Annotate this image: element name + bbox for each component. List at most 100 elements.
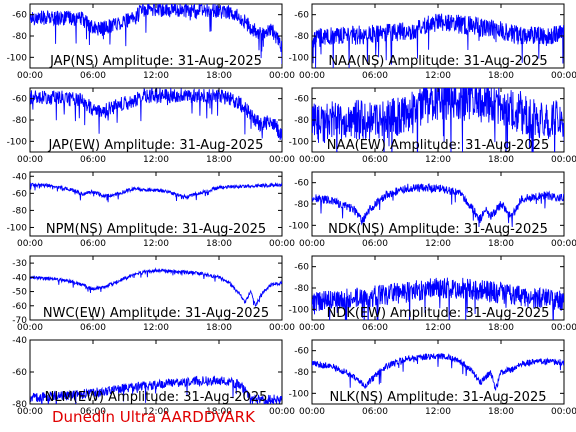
x-tick-label: 18:00 — [488, 71, 514, 81]
x-tick-label: 00:00 — [17, 239, 43, 249]
chart-title: NAA(NS) Amplitude: 31-Aug-2025 — [328, 54, 547, 69]
chart-panel: -100 -80 -60 00:00 06:00 12:00 18:00 00:00 NLK(N… — [289, 339, 576, 417]
x-tick-label: 18:00 — [206, 71, 232, 81]
x-tick-label: 12:00 — [425, 71, 451, 81]
chart-title: NDK(NS) Amplitude: 31-Aug-2025 — [328, 222, 548, 237]
y-tick-label: -30 — [12, 259, 27, 269]
x-tick-label: 00:00 — [17, 155, 43, 165]
chart-title: NDK(EW) Amplitude: 31-Aug-2025 — [327, 306, 550, 321]
y-tick-label: -100 — [7, 137, 28, 147]
x-tick-label: 00:00 — [551, 323, 576, 333]
x-tick-label: 18:00 — [488, 155, 514, 165]
x-tick-label: 00:00 — [299, 155, 325, 165]
x-tick-label: 18:00 — [206, 239, 232, 249]
chart-panel: -80 -60 -40 00:00 06:00 12:00 18:00 00:00NLM(EW… — [12, 336, 295, 417]
y-tick-label: -60 — [294, 11, 309, 21]
chart-panel: -100 -80 -60 00:00 06:00 12:00 18:00 00:00NDK(N… — [289, 171, 576, 249]
x-tick-label: 06:00 — [80, 323, 106, 333]
y-tick-label: -60 — [294, 179, 309, 189]
amplitude-trace — [30, 4, 282, 68]
x-tick-label: 00:00 — [551, 155, 576, 165]
chart-title: JAP(EW) Amplitude: 31-Aug-2025 — [48, 138, 264, 153]
x-tick-label: 12:00 — [143, 407, 169, 417]
x-tick-label: 06:00 — [80, 155, 106, 165]
chart-panel: -100 -80 -60 00:00 06:00 12:00 18:00 00:00NDK(E… — [289, 255, 576, 333]
x-tick-label: 00:00 — [551, 239, 576, 249]
y-tick-label: -80 — [294, 368, 309, 378]
y-tick-label: -80 — [12, 32, 27, 42]
amplitude-trace — [312, 13, 564, 68]
y-tick-label: -60 — [12, 11, 27, 21]
amplitude-trace — [312, 88, 564, 152]
x-tick-label: 06:00 — [80, 239, 106, 249]
y-tick-label: -80 — [294, 200, 309, 210]
y-tick-label: -100 — [7, 53, 28, 63]
chart-title: NLM(EW) Amplitude: 31-Aug-2025 — [45, 390, 268, 405]
chart-title: NLK(NS) Amplitude: 31-Aug-2025 — [330, 390, 547, 405]
y-tick-label: -100 — [289, 137, 310, 147]
x-tick-label: 12:00 — [425, 323, 451, 333]
x-tick-label: 06:00 — [362, 407, 388, 417]
y-tick-label: -40 — [12, 336, 27, 346]
x-tick-label: 06:00 — [362, 239, 388, 249]
x-tick-label: 00:00 — [269, 323, 295, 333]
x-tick-label: 06:00 — [80, 407, 106, 417]
x-tick-label: 12:00 — [425, 155, 451, 165]
y-tick-label: -100 — [7, 223, 28, 233]
x-tick-label: 00:00 — [299, 323, 325, 333]
x-tick-label: 18:00 — [488, 239, 514, 249]
amplitude-trace — [30, 267, 282, 308]
amplitude-trace — [30, 88, 282, 140]
y-tick-label: -100 — [289, 221, 310, 231]
y-tick-label: -80 — [294, 284, 309, 294]
x-tick-label: 06:00 — [362, 323, 388, 333]
y-tick-label: -80 — [12, 116, 27, 126]
amplitude-trace — [312, 353, 564, 391]
amplitude-trace — [312, 182, 564, 228]
footer-label: Dunedin Ultra AARDDVARK — [52, 408, 255, 426]
chart-panel: -100 -80 -60 00:00 06:00 12:00 18:00 00:00 JAP(E… — [7, 87, 295, 165]
x-tick-label: 00:00 — [269, 155, 295, 165]
amplitude-trace — [312, 277, 564, 320]
x-tick-label: 18:00 — [206, 323, 232, 333]
x-tick-label: 12:00 — [143, 323, 169, 333]
y-tick-label: -80 — [294, 32, 309, 42]
y-tick-label: -80 — [12, 400, 27, 410]
x-tick-label: 18:00 — [206, 407, 232, 417]
y-tick-label: -70 — [12, 316, 27, 326]
y-tick-label: -80 — [12, 206, 27, 216]
chart-panel: -100 -80 -60 00:00 06:00 12:00 18:00 00:00 JAP(N… — [7, 3, 295, 81]
chart-panel: -100 -80 -60 00:00 06:00 12:00 18:00 00:00NAA(E… — [289, 87, 576, 165]
chart-title: NWC(EW) Amplitude: 31-Aug-2025 — [43, 306, 269, 321]
x-tick-label: 00:00 — [17, 407, 43, 417]
y-tick-label: -60 — [12, 95, 27, 105]
x-tick-label: 00:00 — [299, 71, 325, 81]
amplitude-trace — [30, 182, 282, 203]
y-tick-label: -60 — [12, 302, 27, 312]
x-tick-label: 06:00 — [80, 71, 106, 81]
chart-title: NPM(NS) Amplitude: 31-Aug-2025 — [46, 222, 266, 237]
x-tick-label: 00:00 — [299, 407, 325, 417]
x-tick-label: 12:00 — [143, 155, 169, 165]
chart-title: JAP(NS) Amplitude: 31-Aug-2025 — [49, 54, 262, 69]
y-tick-label: -60 — [294, 347, 309, 357]
x-tick-label: 00:00 — [269, 407, 295, 417]
x-tick-label: 00:00 — [17, 71, 43, 81]
x-tick-label: 12:00 — [143, 71, 169, 81]
amplitude-trace — [30, 375, 282, 404]
chart-panel: -100 -80 -60 -40 00:00 06:00 12:00 18:00 00:00NP… — [7, 171, 295, 249]
y-tick-label: -100 — [289, 389, 310, 399]
x-tick-label: 06:00 — [362, 155, 388, 165]
x-tick-label: 18:00 — [206, 155, 232, 165]
y-tick-label: -50 — [12, 288, 27, 298]
x-tick-label: 00:00 — [17, 323, 43, 333]
x-tick-label: 06:00 — [362, 71, 388, 81]
y-tick-label: -80 — [294, 116, 309, 126]
x-tick-label: 00:00 — [551, 71, 576, 81]
y-tick-label: -60 — [294, 95, 309, 105]
y-tick-label: -100 — [289, 53, 310, 63]
x-tick-label: 12:00 — [425, 407, 451, 417]
chart-panel: -70 -60 -50 -40 -30 00:00 06:00 12:00 18:00 00:00… — [12, 255, 295, 333]
